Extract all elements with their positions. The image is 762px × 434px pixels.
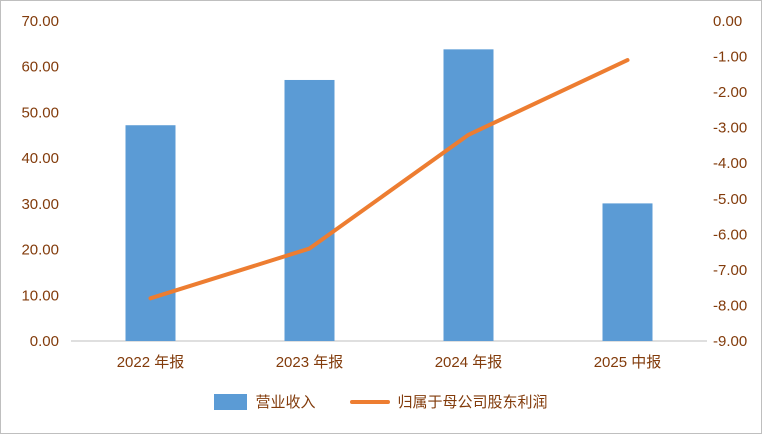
right-axis-tick: -2.00	[713, 84, 747, 101]
bar-revenue-0	[125, 125, 176, 341]
legend-label-profit: 归属于母公司股东利润	[397, 394, 548, 411]
left-axis-tick: 40.00	[21, 150, 59, 167]
chart-legend: 营业收入 归属于母公司股东利润	[1, 391, 761, 412]
chart-plot: 0.00 10.00 20.00 30.00 40.00 50.00 60.00 70.00 0…	[21, 13, 747, 371]
right-axis-tick: 0.00	[713, 13, 742, 30]
right-axis-tick: -5.00	[713, 191, 747, 208]
bar-revenue-2	[443, 49, 494, 341]
legend-line-marker-icon	[349, 399, 390, 404]
right-axis-tick: -3.00	[713, 120, 747, 137]
left-axis-tick: 30.00	[21, 196, 59, 213]
x-axis-label-2: 2024 年报	[435, 354, 503, 371]
right-axis-tick: -9.00	[713, 333, 747, 350]
legend-item-profit: 归属于母公司股东利润	[349, 391, 548, 412]
legend-bar-marker-icon	[214, 393, 248, 410]
bar-revenue-3	[602, 203, 653, 341]
left-axis-tick: 60.00	[21, 59, 59, 76]
right-axis-tick: -4.00	[713, 155, 747, 172]
left-axis-tick: 70.00	[21, 13, 59, 30]
x-axis-label-1: 2023 年报	[276, 354, 344, 371]
x-axis-label-0: 2022 年报	[117, 354, 185, 371]
x-axis-label-3: 2025 中报	[594, 354, 662, 371]
left-axis-tick: 20.00	[21, 242, 59, 259]
line-profit	[148, 58, 630, 301]
right-axis-tick: -1.00	[713, 49, 747, 66]
left-axis-tick: 10.00	[21, 287, 59, 304]
right-axis-tick: -8.00	[713, 297, 747, 314]
legend-item-revenue: 营业收入	[214, 391, 316, 412]
bar-revenue-1	[284, 79, 335, 341]
left-axis-tick: 0.00	[30, 333, 59, 350]
right-axis-tick: -6.00	[713, 226, 747, 243]
legend-label-revenue: 营业收入	[255, 394, 316, 411]
left-axis-tick: 50.00	[21, 104, 59, 121]
right-axis-tick: -7.00	[713, 262, 747, 279]
